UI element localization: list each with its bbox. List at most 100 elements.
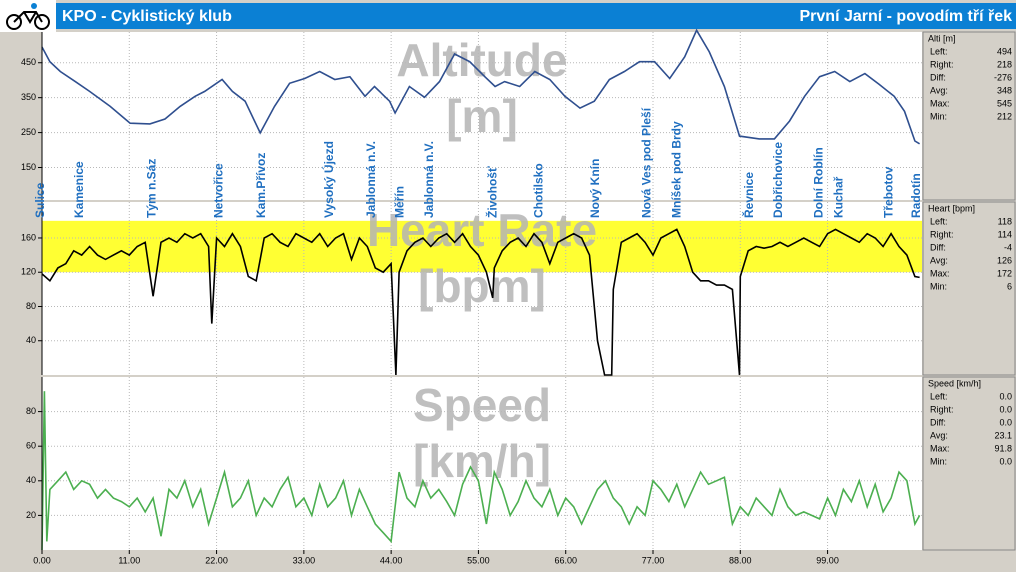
y-tick-label: 80 (26, 301, 36, 311)
y-tick-label: 160 (21, 232, 36, 242)
stat-value: 172 (997, 268, 1012, 278)
stat-label: Max: (930, 443, 950, 453)
panel-title: Altitude [m] (396, 34, 567, 142)
place-label: Sulice (33, 182, 47, 218)
place-label: Jablonná n.V. (422, 141, 436, 218)
header-right: První Jarní - povodím tří řek (800, 8, 1013, 25)
stat-label: Avg: (930, 255, 948, 265)
stat-value: 212 (997, 111, 1012, 121)
x-tick-label: 77.00 (642, 555, 665, 565)
panel-title-line: [m] (446, 90, 518, 142)
stat-label: Min: (930, 456, 947, 466)
y-tick-label: 20 (26, 510, 36, 520)
place-label: Živohošť (484, 166, 499, 218)
stats-title: Speed [km/h] (928, 378, 981, 388)
y-tick-label: 40 (26, 335, 36, 345)
x-tick-label: 0.00 (33, 555, 51, 565)
stat-value: -276 (994, 72, 1012, 82)
stat-value: 218 (997, 59, 1012, 69)
place-label: Dolní Roblín (812, 147, 826, 218)
place-label: Kam.Přívoz (254, 153, 268, 218)
plot-area (42, 377, 922, 550)
y-tick-label: 350 (21, 92, 36, 102)
x-tick-label: 44.00 (380, 555, 403, 565)
stat-value: 0.0 (999, 417, 1012, 427)
y-tick-label: 40 (26, 475, 36, 485)
place-label: Kamenice (72, 161, 86, 218)
panel-title-line: Speed (413, 379, 551, 431)
plot-area (42, 32, 922, 200)
place-label: Tým n.Sáz (144, 159, 158, 218)
stat-label: Left: (930, 46, 948, 56)
y-tick-label: 250 (21, 127, 36, 137)
y-tick-label: 60 (26, 441, 36, 451)
x-tick-label: 66.00 (554, 555, 577, 565)
stat-label: Left: (930, 391, 948, 401)
stat-value: 114 (998, 229, 1012, 239)
panel-title-line: [bpm] (418, 260, 546, 312)
panel-title-line: Heart Rate (367, 204, 597, 256)
y-tick-label: 450 (21, 57, 36, 67)
place-label: Mníšek pod Brdy (670, 121, 684, 218)
stat-label: Min: (930, 281, 947, 291)
header-left: KPO - Cyklistický klub (62, 8, 232, 25)
place-label: Dobřichovice (771, 142, 785, 218)
stat-value: 0.0 (999, 391, 1012, 401)
x-tick-label: 11.00 (118, 555, 140, 565)
panel-title: Speed [km/h] (413, 379, 551, 487)
stat-value: 348 (997, 85, 1012, 95)
x-tick-label: 99.00 (816, 555, 839, 565)
data-line (41, 228, 920, 376)
stat-value: 91.8 (994, 443, 1012, 453)
place-label: Kuchař (831, 176, 845, 218)
x-tick-label: 33.00 (293, 555, 316, 565)
stat-label: Right: (930, 404, 954, 414)
stat-value: 545 (997, 98, 1012, 108)
logo (0, 0, 56, 32)
x-tick-label: 22.00 (205, 555, 228, 565)
stat-value: 494 (997, 46, 1012, 56)
stats-title: Heart [bpm] (928, 203, 975, 213)
stat-label: Min: (930, 111, 947, 121)
stats-panel (922, 201, 1016, 376)
data-line (41, 28, 921, 145)
stat-label: Left: (930, 216, 948, 226)
place-label: Radotín (909, 173, 923, 218)
stat-value: 6 (1007, 281, 1012, 291)
place-label: Nová Ves pod Pleší (639, 107, 653, 218)
stat-value: 126 (997, 255, 1012, 265)
place-label: Chotilsko (531, 163, 545, 218)
panel-title-line: [km/h] (413, 435, 551, 487)
place-label: Vysoký Újezd (321, 141, 336, 218)
place-label: Řevnice (741, 172, 756, 218)
stat-label: Diff: (930, 72, 946, 82)
stat-label: Right: (930, 229, 954, 239)
x-tick-label: 88.00 (729, 555, 752, 565)
stats-panel (922, 31, 1016, 201)
data-line (41, 391, 921, 551)
stat-label: Avg: (930, 85, 948, 95)
place-label: Jablonná n.V. (364, 141, 378, 218)
stat-value: 118 (998, 216, 1012, 226)
place-label: Třebotov (881, 166, 895, 218)
x-tick-label: 55.00 (467, 555, 490, 565)
y-tick-label: 80 (26, 406, 36, 416)
stat-value: -4 (1004, 242, 1012, 252)
y-tick-label: 150 (21, 162, 36, 172)
panel-title: Heart Rate [bpm] (367, 204, 597, 312)
header-bar (0, 3, 1016, 29)
stat-label: Diff: (930, 242, 946, 252)
stat-label: Diff: (930, 417, 946, 427)
y-tick-label: 120 (21, 267, 36, 277)
stat-label: Max: (930, 268, 950, 278)
stat-label: Right: (930, 59, 954, 69)
panel-title-line: Altitude (396, 34, 567, 86)
place-label: Měřín (393, 186, 407, 218)
place-label: Netvořice (212, 163, 226, 218)
place-label: Nový Knín (588, 159, 602, 218)
stat-label: Avg: (930, 430, 948, 440)
stat-value: 0.0 (999, 404, 1012, 414)
stat-value: 0.0 (999, 456, 1012, 466)
stats-panel (922, 376, 1016, 551)
